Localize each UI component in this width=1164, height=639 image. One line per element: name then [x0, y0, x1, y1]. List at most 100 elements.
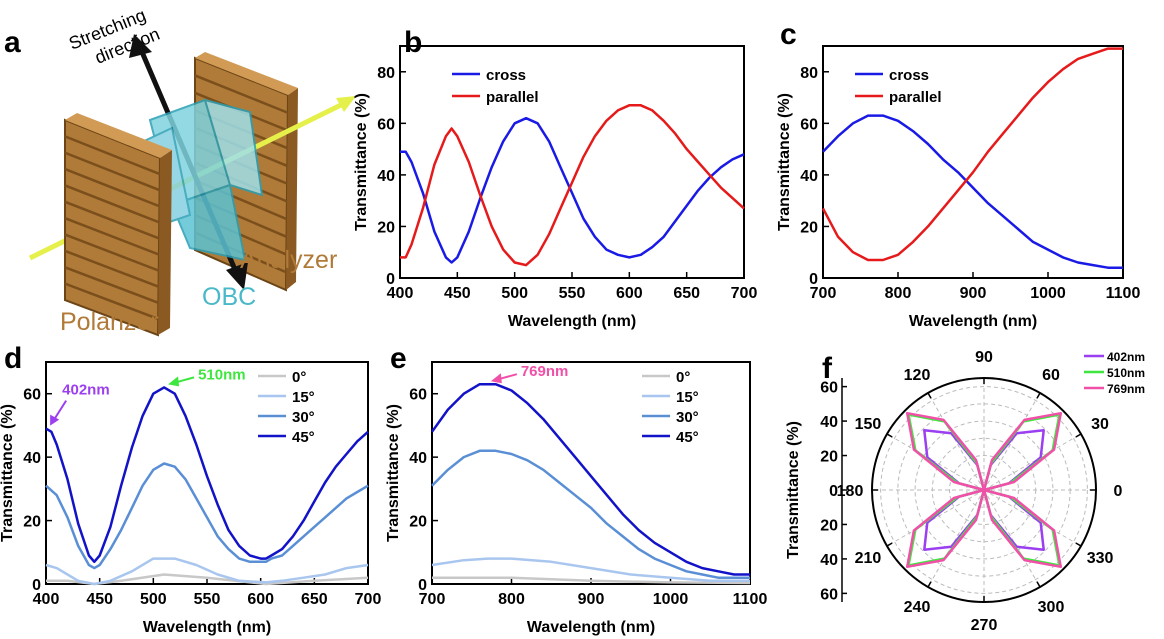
- y-tick-label: 40: [800, 168, 818, 185]
- panel-letter-d: d: [4, 342, 22, 375]
- polar-spoke: [983, 489, 1082, 547]
- x-tick-label: 600: [247, 591, 274, 608]
- legend-label: 0°: [676, 369, 690, 386]
- radial-tick-label: 60: [820, 380, 838, 397]
- angle-label: 180: [837, 483, 864, 500]
- y-tick-label: 80: [377, 65, 395, 82]
- x-tick-label: 1000: [653, 591, 689, 608]
- legend: 0° 15° 30° 45°: [258, 369, 315, 446]
- stretch-arrow-up-icon: [129, 34, 152, 58]
- legend-label: 30°: [292, 409, 315, 426]
- legend-label: 769nm: [1107, 382, 1145, 396]
- angle-label: 300: [1038, 599, 1065, 616]
- annotation-arrowhead-icon: [490, 373, 502, 384]
- x-tick-label: 500: [501, 285, 528, 302]
- polar-tick: [1075, 542, 1082, 547]
- chart-b: b 400 450 500 550 600 650 700 0 20 40 60 80 Wavelengt…: [353, 26, 757, 330]
- analyzer-label: Analyzer: [240, 246, 337, 274]
- y-axis-label: Transmittance (%): [785, 421, 802, 559]
- y-axis-label: Transmittance (%): [0, 404, 16, 542]
- x-tick-label: 550: [194, 591, 221, 608]
- angle-label: 210: [855, 550, 882, 567]
- series-line-parallel: [400, 104, 745, 267]
- beam-arrow-icon: [336, 96, 356, 112]
- y-tick-label: 0: [32, 577, 41, 594]
- legend-label: 510nm: [1107, 366, 1145, 380]
- polar-spoke: [983, 489, 1041, 588]
- plate-slat: [64, 200, 160, 240]
- radial-tick-label: 40: [820, 552, 838, 569]
- x-tick-label: 700: [731, 285, 758, 302]
- y-tick-label: 0: [386, 271, 395, 288]
- stretch-arrow-down-icon: [226, 262, 248, 290]
- x-tick-label: 1100: [1106, 285, 1141, 302]
- panel-letter-f: f: [822, 352, 833, 385]
- polar-grid-ring: [949, 455, 1019, 525]
- obc-label: OBC: [202, 283, 256, 311]
- plate-slat: [64, 282, 159, 321]
- y-tick-label: 20: [800, 219, 818, 236]
- polar-tick: [927, 392, 932, 399]
- legend-label: parallel: [889, 89, 942, 106]
- x-tick-label: 1000: [1030, 285, 1066, 302]
- series-line-15°: [431, 557, 750, 583]
- polar-spoke: [927, 489, 985, 588]
- legend-label: 15°: [292, 389, 315, 406]
- panel-a-schematic: a Stretching direction: [4, 5, 356, 337]
- x-axis-label: Wavelength (nm): [143, 619, 271, 636]
- plate-slat: [64, 151, 161, 192]
- x-tick-label: 800: [885, 285, 912, 302]
- plate-slat: [64, 217, 160, 256]
- radial-tick-label: 20: [820, 517, 838, 534]
- x-tick-label: 900: [578, 591, 605, 608]
- series-line-30°: [45, 462, 369, 570]
- polar-tick: [1036, 581, 1041, 588]
- x-tick-label: 400: [33, 591, 60, 608]
- polar-spoke: [886, 433, 985, 491]
- y-axis-label: Transmittance (%): [385, 404, 402, 542]
- series-line-769nm: [905, 411, 1063, 569]
- polar-spoke: [927, 392, 985, 491]
- series-line-cross: [822, 114, 1123, 269]
- polar-spoke: [983, 392, 1041, 491]
- panel-letter-b: b: [404, 26, 422, 59]
- x-axis-label: Wavelength (nm): [508, 313, 636, 330]
- radial-tick-label: 0: [829, 483, 838, 500]
- y-tick-label: 60: [800, 116, 818, 133]
- y-tick-label: 60: [23, 387, 41, 404]
- legend-label: 402nm: [1107, 350, 1145, 364]
- polarizer-plate: [64, 113, 172, 337]
- x-tick-label: 700: [810, 285, 837, 302]
- angle-label: 90: [975, 349, 993, 366]
- x-tick-label: 700: [419, 591, 446, 608]
- plate-slat: [194, 74, 289, 114]
- series-line-45°: [45, 386, 369, 564]
- series-line-0°: [46, 573, 369, 586]
- series-line-45°: [430, 382, 750, 576]
- polar-tick: [886, 542, 893, 547]
- series-line-cross: [400, 116, 745, 264]
- plate-slat: [64, 184, 160, 224]
- x-tick-label: 450: [444, 285, 471, 302]
- polarizer-label: Polarizer: [60, 308, 159, 336]
- y-axis-label: Transmittance (%): [776, 93, 793, 231]
- x-tick-label: 700: [355, 591, 382, 608]
- legend: cross parallel: [855, 67, 942, 106]
- y-tick-label: 20: [377, 219, 395, 236]
- chart-d: d 400 450 500 550 600 650 700 0 20 40 60 Wavelength …: [0, 342, 381, 636]
- polar-spoke: [886, 489, 985, 547]
- x-tick-label: 400: [387, 285, 414, 302]
- chart-c: c 700 800 900 1000 1100 0 20 40 60 80 Wavelength (n…: [776, 18, 1140, 330]
- y-tick-label: 80: [800, 65, 818, 82]
- angle-label: 60: [1042, 367, 1060, 384]
- x-tick-label: 550: [559, 285, 586, 302]
- angle-label: 120: [904, 367, 931, 384]
- polar-tick: [927, 581, 932, 588]
- angle-label: 0: [1114, 483, 1123, 500]
- radial-tick-label: 40: [820, 414, 838, 431]
- polar-tick: [886, 433, 893, 438]
- radial-tick-label: 60: [820, 586, 838, 603]
- series-line-0°: [432, 576, 751, 585]
- x-tick-label: 450: [86, 591, 113, 608]
- legend-label: 15°: [676, 389, 699, 406]
